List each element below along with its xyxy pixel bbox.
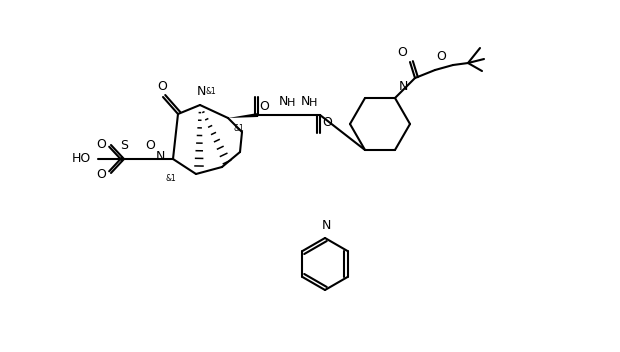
Text: O: O	[96, 168, 106, 181]
Text: N: N	[301, 95, 311, 108]
Text: N: N	[321, 219, 330, 232]
Text: O: O	[436, 50, 446, 63]
Text: O: O	[145, 139, 155, 152]
Text: N: N	[279, 95, 288, 108]
Text: O: O	[397, 46, 407, 59]
Text: N: N	[197, 85, 206, 98]
Text: H: H	[287, 98, 295, 108]
Text: &1: &1	[233, 124, 244, 133]
Text: O: O	[157, 80, 167, 93]
Text: N: N	[399, 80, 409, 93]
Text: O: O	[259, 100, 269, 113]
Text: &1: &1	[205, 87, 216, 96]
Text: O: O	[96, 138, 106, 151]
Text: O: O	[322, 116, 332, 129]
Text: &1: &1	[166, 174, 176, 183]
Text: H: H	[309, 98, 317, 108]
Polygon shape	[228, 113, 258, 118]
Text: HO: HO	[72, 152, 91, 165]
Text: N: N	[156, 151, 165, 163]
Text: S: S	[120, 139, 128, 152]
